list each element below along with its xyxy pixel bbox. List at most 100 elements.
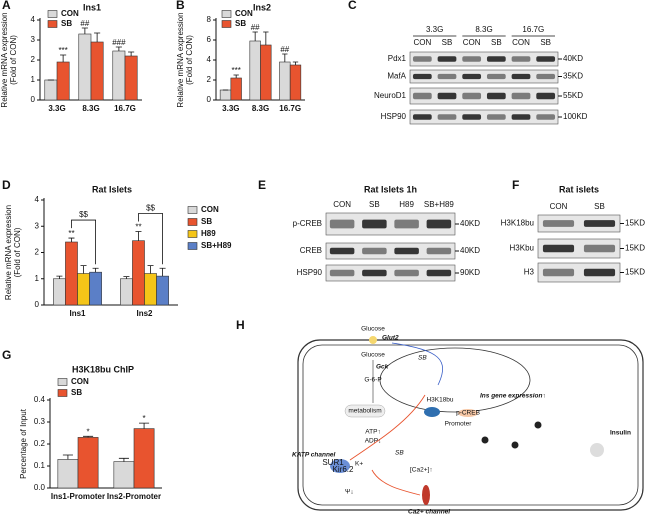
significance: ##: [80, 19, 89, 28]
size-label: 40KD: [460, 219, 480, 228]
band: [486, 73, 506, 80]
dna-icon: [424, 407, 440, 417]
legend-label: SB: [201, 217, 212, 226]
band: [412, 56, 432, 62]
band: [542, 268, 575, 277]
y-tick-label: 2: [31, 55, 36, 64]
label: Insulin: [610, 430, 631, 437]
bar: [77, 437, 99, 489]
error-bar: [282, 53, 288, 62]
error-bar: [135, 231, 142, 241]
legend-swatch: [187, 242, 198, 250]
label: K+: [355, 461, 363, 468]
group-label: 3.3G: [426, 25, 443, 34]
band: [536, 114, 556, 120]
error-bar: [56, 275, 63, 279]
lane-label: SB: [491, 38, 502, 47]
bar: [124, 55, 138, 101]
band: [394, 247, 419, 255]
y-tick-label: 2: [35, 248, 40, 257]
bar: [120, 278, 133, 306]
y-tick-label: 0.4: [34, 395, 46, 404]
bar: [230, 77, 242, 101]
band: [437, 56, 457, 62]
y-tick-label: 0.0: [34, 483, 46, 492]
label: SUR1: [322, 458, 344, 467]
y-axis-label: Relative mRNA expression: [0, 12, 9, 107]
legend-label: CON: [235, 9, 253, 18]
legend-label: SB+H89: [201, 241, 232, 250]
size-label: 40KD: [460, 246, 480, 255]
size-label: 35KD: [563, 72, 583, 81]
y-tick-label: 4: [207, 55, 212, 64]
y-tick-label: 8: [207, 15, 212, 24]
legend-swatch: [187, 206, 198, 214]
bar: [260, 44, 272, 101]
band: [486, 56, 506, 62]
band: [583, 268, 616, 277]
band: [362, 247, 387, 255]
lane-label: H89: [399, 200, 414, 209]
bar: [90, 41, 104, 101]
legend-swatch: [187, 230, 198, 238]
bar: [53, 278, 66, 306]
lane-label: SB: [442, 38, 453, 47]
error-bar: [81, 27, 88, 34]
band: [536, 92, 556, 100]
panel-letter: G: [2, 348, 11, 362]
bracket-label: $$: [146, 204, 155, 213]
lane-label: SB: [369, 200, 380, 209]
legend-swatch: [221, 10, 232, 18]
bar: [112, 50, 126, 101]
error-bar: [128, 51, 135, 56]
band: [583, 220, 616, 227]
significance: ###: [112, 38, 126, 47]
band: [426, 247, 452, 255]
band: [462, 73, 482, 80]
size-label: 100KD: [563, 112, 588, 121]
blot-strip: [409, 69, 559, 84]
label: Glucose: [361, 326, 385, 333]
legend-label: H89: [201, 229, 216, 238]
band: [542, 244, 575, 253]
bar: [289, 64, 302, 101]
legend-label: CON: [201, 205, 219, 214]
x-tick-label: 8.3G: [82, 104, 99, 113]
chart-title: Rat Islets: [92, 184, 132, 194]
bar: [77, 273, 90, 306]
granule: [511, 441, 519, 449]
metabolism-box: [344, 404, 386, 418]
bar: [279, 61, 291, 101]
band: [437, 73, 457, 80]
band: [536, 73, 556, 80]
band: [412, 92, 432, 100]
band: [329, 269, 355, 277]
bar: [156, 275, 169, 306]
label: Ins gene expression↑: [480, 393, 546, 400]
x-tick-label: 3.3G: [48, 104, 65, 113]
panel-letter: C: [348, 0, 357, 12]
x-tick-label: Ins2: [136, 309, 153, 318]
label: G-6-P: [364, 377, 381, 384]
error-bar: [80, 265, 87, 274]
label: ADP↓: [365, 438, 382, 445]
chart-title: Ins2: [253, 2, 271, 12]
error-bar: [123, 276, 130, 279]
error-bar: [62, 454, 73, 460]
band: [329, 219, 355, 229]
legend-swatch: [187, 218, 198, 226]
significance: *: [87, 427, 90, 436]
label: p-CREB: [456, 410, 480, 417]
significance: **: [135, 223, 141, 232]
blot-strip: [409, 87, 559, 105]
error-bar: [263, 31, 269, 45]
bracket: [71, 219, 96, 265]
legend-label: SB: [71, 388, 82, 397]
y-tick-label: 6: [207, 35, 212, 44]
legend-swatch: [47, 20, 58, 28]
bar: [113, 461, 135, 489]
x-tick-label: 16.7G: [114, 104, 136, 113]
bar: [133, 428, 155, 489]
label: Glucose: [361, 352, 385, 359]
